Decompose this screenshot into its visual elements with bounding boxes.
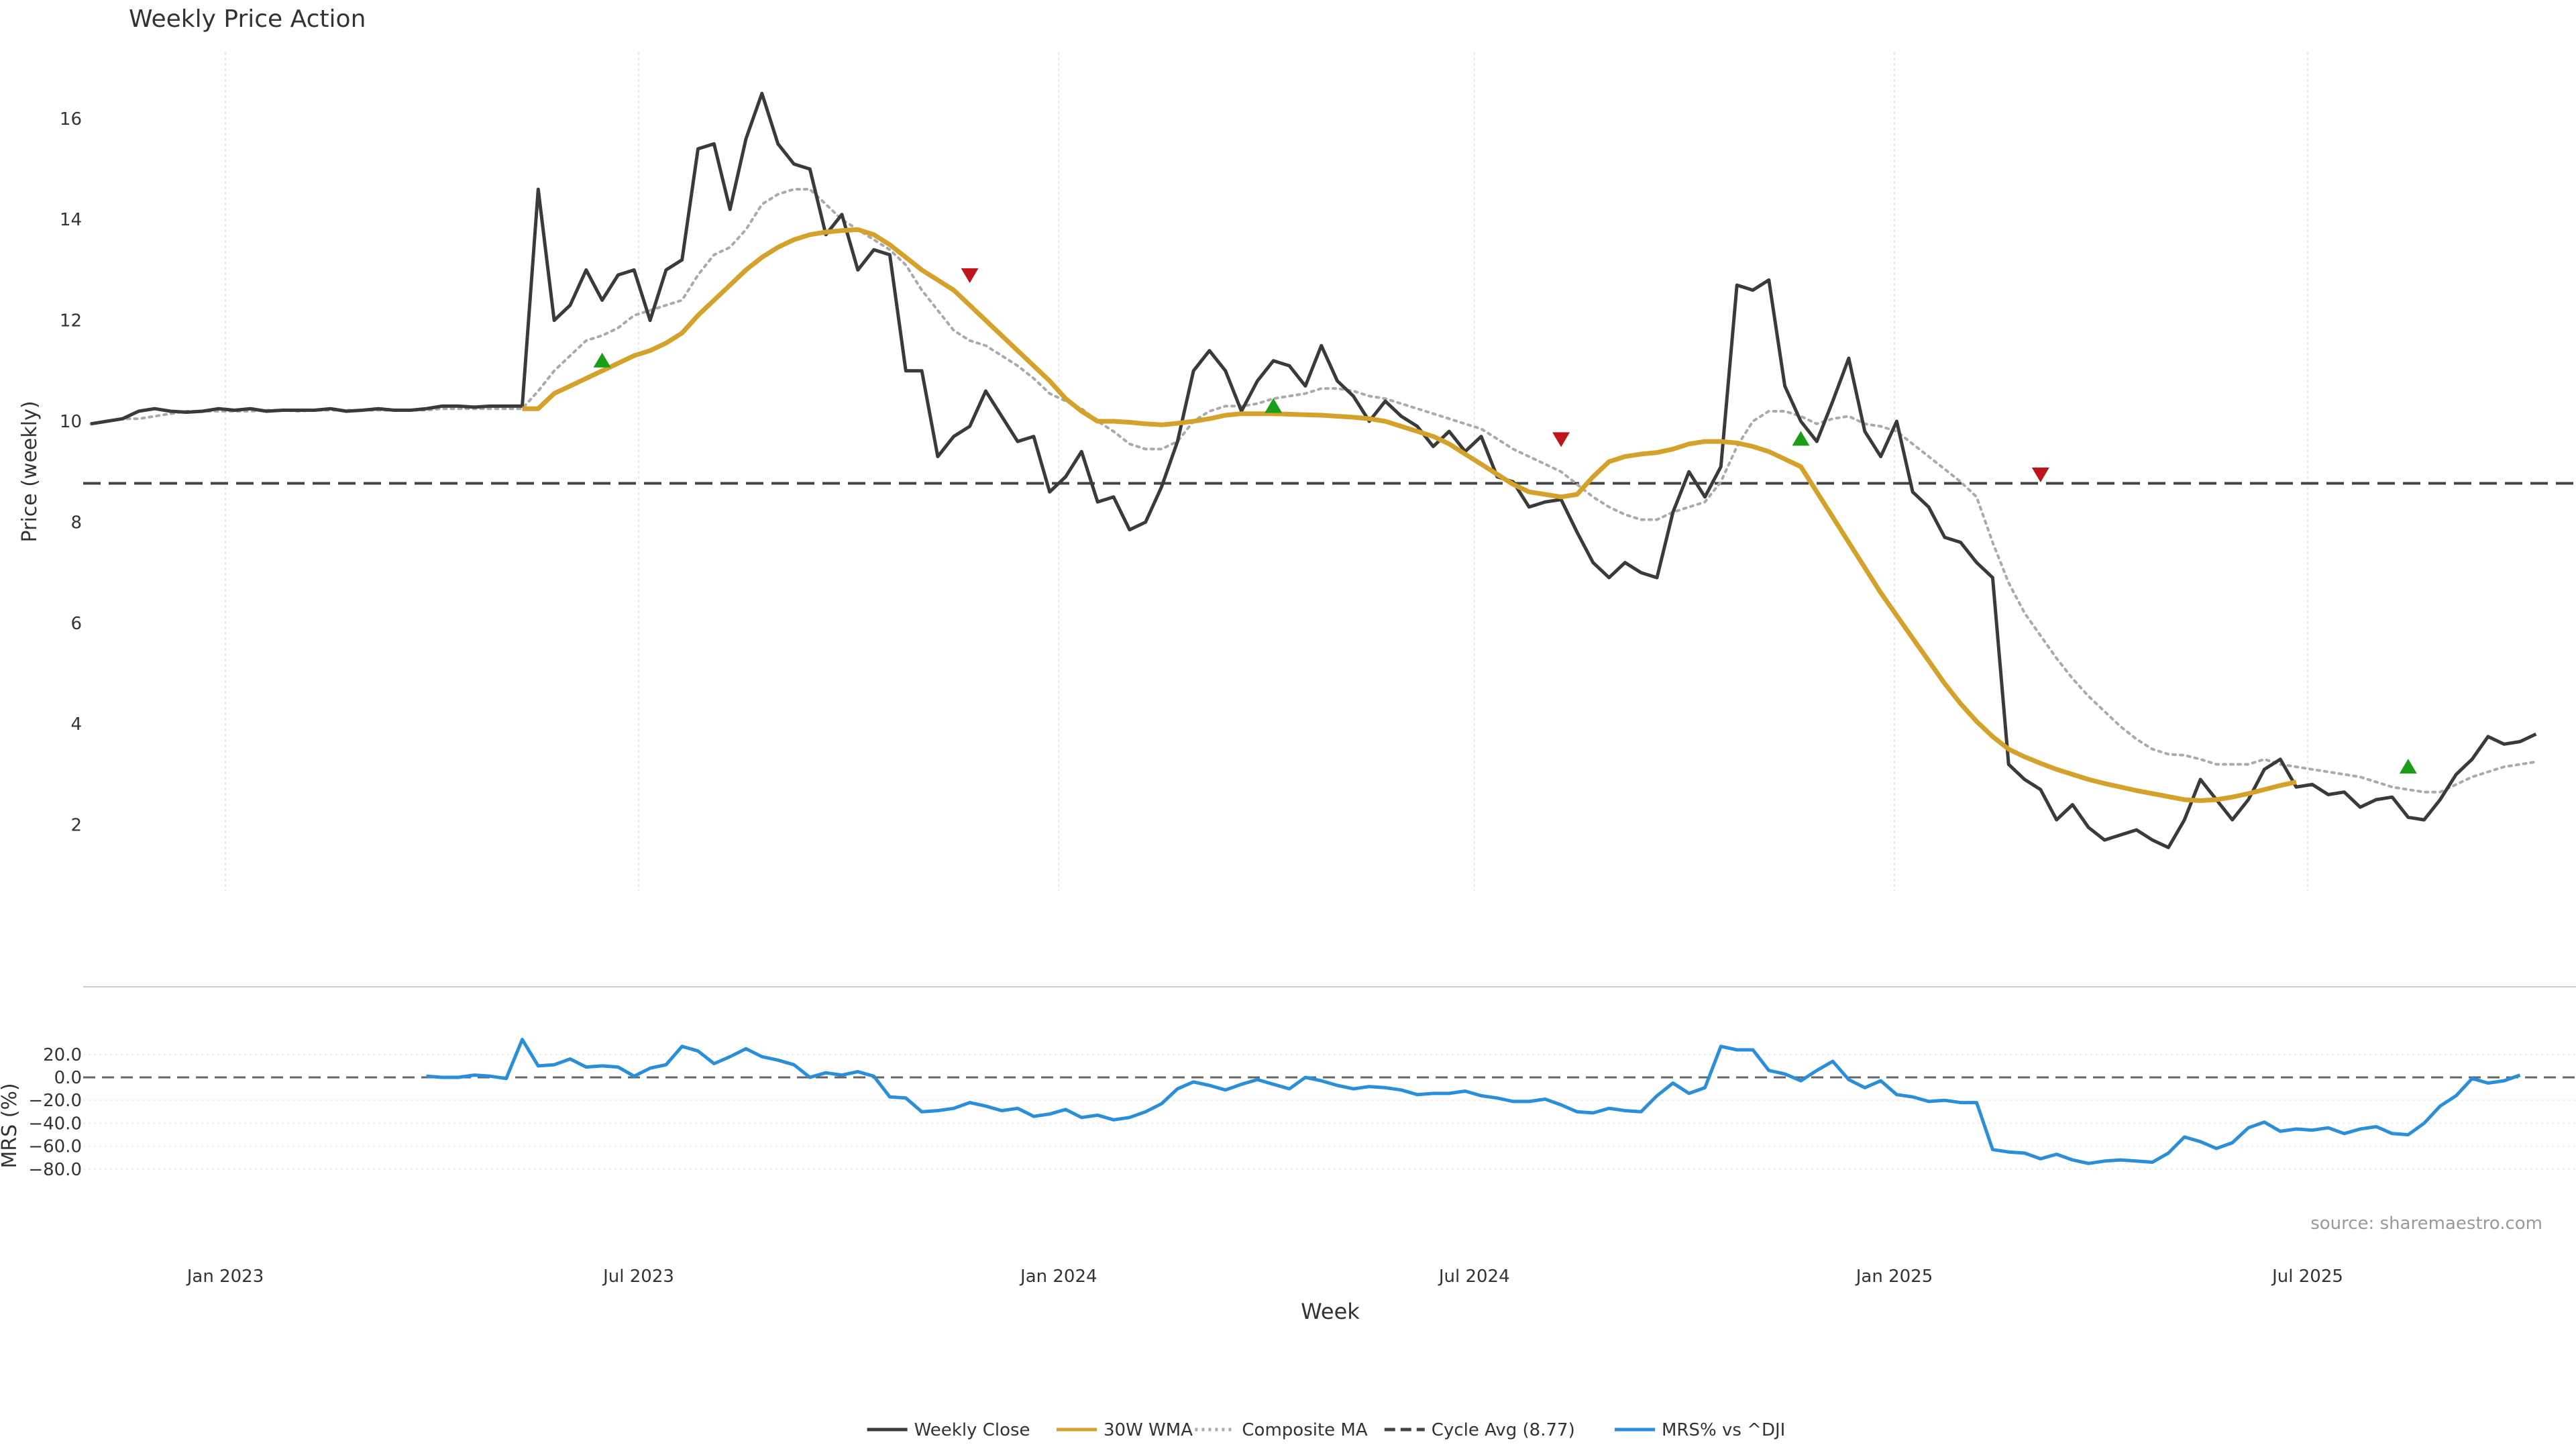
- mrs-panel: MRS (%) −80.0 −60.0 −40.0 −20.0 0.0 20.0 sour…: [0, 986, 2576, 1324]
- mrs-line: [426, 1038, 2521, 1165]
- mrs-y-tick-label: −60.0: [28, 1137, 82, 1157]
- mrs-y-tick-label: 20.0: [43, 1045, 82, 1065]
- composite-ma-line: [89, 188, 2538, 794]
- x-tick-label: Jan 2025: [1855, 1267, 1933, 1287]
- price-y-tick-label: 14: [60, 210, 82, 230]
- price-y-tick-label: 8: [70, 513, 82, 533]
- mrs-axis-label: MRS (%): [0, 1083, 21, 1168]
- signal-markers: [593, 268, 2417, 774]
- price-y-tick-label: 4: [70, 714, 82, 735]
- weekly-close-line: [90, 91, 2537, 849]
- mrs-y-tick-label: −80.0: [28, 1160, 82, 1180]
- legend-label: Cycle Avg (8.77): [1432, 1420, 1575, 1440]
- price-y-tick-label: 12: [60, 311, 82, 331]
- x-tick-label: Jul 2025: [2271, 1267, 2343, 1287]
- price-y-tick-label: 2: [70, 816, 82, 836]
- mrs-y-tick-label: −20.0: [28, 1091, 82, 1111]
- x-ticks: Jan 2023 Jul 2023 Jan 2024 Jul 2024 Jan 2025…: [186, 1267, 2343, 1287]
- legend-label: MRS% vs ^DJI: [1662, 1420, 1785, 1440]
- price-y-tick-label: 6: [70, 614, 82, 634]
- chart-title: Weekly Price Action: [129, 5, 366, 33]
- source-annotation: source: sharemaestro.com: [2310, 1214, 2542, 1234]
- mrs-series: [83, 1038, 2576, 1165]
- price-grid: [225, 52, 2309, 891]
- buy-signal-marker: [1265, 398, 1283, 413]
- price-y-tick-label: 16: [60, 109, 82, 129]
- legend: Weekly Close 30W WMA Composite MA Cycle Avg…: [867, 1420, 1785, 1440]
- legend-label: Composite MA: [1242, 1420, 1367, 1440]
- x-axis-label: Week: [1301, 1299, 1360, 1324]
- buy-signal-marker: [593, 352, 611, 368]
- mrs-y-tick-label: −40.0: [28, 1114, 82, 1134]
- x-tick-label: Jan 2024: [1019, 1267, 1097, 1287]
- legend-label: 30W WMA: [1104, 1420, 1193, 1440]
- buy-signal-marker: [2399, 759, 2417, 774]
- sell-signal-marker: [2031, 467, 2049, 482]
- x-tick-label: Jul 2023: [602, 1267, 674, 1287]
- x-tick-label: Jan 2023: [186, 1267, 264, 1287]
- mrs-grid: [83, 1053, 2576, 1170]
- price-y-tick-label: 10: [60, 412, 82, 432]
- price-axis-label: Price (weekly): [18, 400, 42, 542]
- x-tick-label: Jul 2024: [1438, 1267, 1510, 1287]
- price-series: [83, 91, 2576, 849]
- mrs-y-ticks: −80.0 −60.0 −40.0 −20.0 0.0 20.0: [28, 1045, 82, 1180]
- price-y-ticks: 2 4 6 8 10 12 14 16: [60, 109, 82, 836]
- buy-signal-marker: [1792, 431, 1810, 446]
- price-panel: Weekly Price Action Price (weekly) 2 4 6 8 1…: [18, 5, 2576, 891]
- sell-signal-marker: [1552, 432, 1570, 447]
- wma-30w-line: [522, 227, 2297, 803]
- mrs-y-tick-label: 0.0: [54, 1068, 82, 1088]
- legend-label: Weekly Close: [914, 1420, 1030, 1440]
- sell-signal-marker: [961, 268, 979, 283]
